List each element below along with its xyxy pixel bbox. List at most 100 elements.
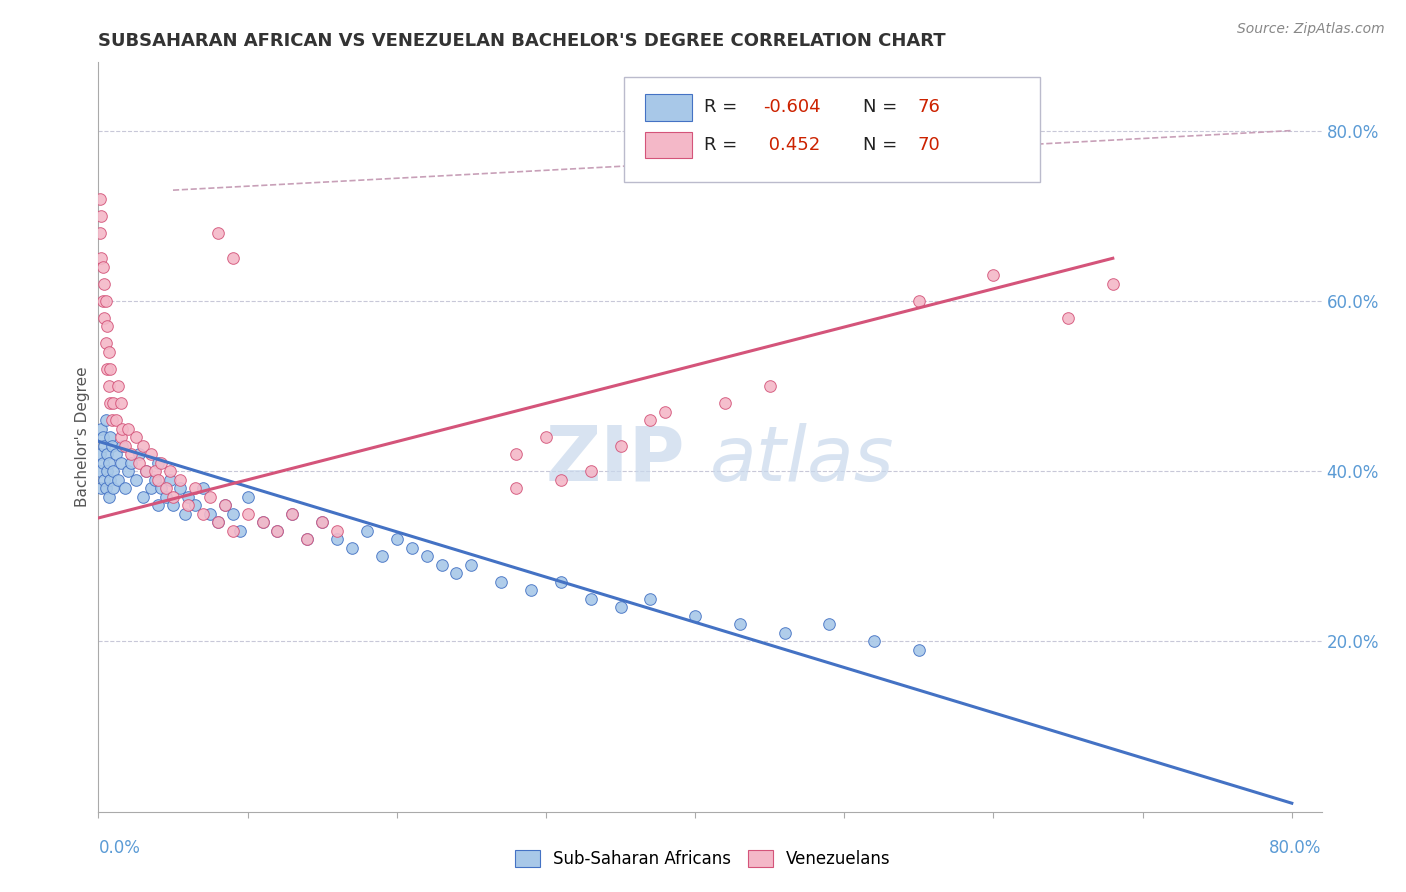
Point xyxy=(125,430,148,444)
Point xyxy=(505,447,527,461)
Point xyxy=(132,490,155,504)
Point xyxy=(326,533,349,547)
Point xyxy=(139,481,162,495)
Point xyxy=(579,464,602,478)
Point xyxy=(683,608,706,623)
Point xyxy=(93,439,115,453)
Point xyxy=(863,634,886,648)
Text: 0.452: 0.452 xyxy=(762,136,820,153)
Point xyxy=(773,626,796,640)
Point xyxy=(340,541,363,555)
Point xyxy=(214,498,236,512)
Point xyxy=(94,413,117,427)
Point xyxy=(111,439,134,453)
Point xyxy=(91,430,114,444)
Point xyxy=(184,498,207,512)
Point xyxy=(1101,277,1123,291)
Text: SUBSAHARAN AFRICAN VS VENEZUELAN BACHELOR'S DEGREE CORRELATION CHART: SUBSAHARAN AFRICAN VS VENEZUELAN BACHELO… xyxy=(98,32,946,50)
Text: N =: N = xyxy=(863,98,903,116)
Text: N =: N = xyxy=(863,136,903,153)
Point xyxy=(159,473,181,487)
Point xyxy=(120,447,142,461)
Point xyxy=(191,507,214,521)
Text: 76: 76 xyxy=(918,98,941,116)
Point xyxy=(758,379,780,393)
Point xyxy=(135,464,157,478)
Point xyxy=(89,226,111,240)
Point xyxy=(90,421,112,435)
Text: 70: 70 xyxy=(918,136,941,153)
Point xyxy=(97,456,120,470)
Point xyxy=(139,447,162,461)
Point xyxy=(93,473,115,487)
Text: R =: R = xyxy=(704,98,742,116)
Point xyxy=(94,481,117,495)
Point xyxy=(91,260,114,274)
Point xyxy=(207,515,229,529)
Point xyxy=(221,507,243,521)
Text: ZIP: ZIP xyxy=(546,423,686,497)
Point xyxy=(200,490,222,504)
Point xyxy=(214,498,236,512)
Point xyxy=(98,396,121,410)
Point xyxy=(132,439,155,453)
Point xyxy=(94,293,117,308)
Point xyxy=(728,617,751,632)
Point xyxy=(640,591,662,606)
Point xyxy=(236,507,259,521)
Point xyxy=(128,456,150,470)
Point xyxy=(107,473,129,487)
Point xyxy=(146,456,169,470)
Point xyxy=(89,464,111,478)
Point xyxy=(200,507,222,521)
Point xyxy=(281,507,304,521)
Point xyxy=(110,430,132,444)
Point xyxy=(184,481,207,495)
Point xyxy=(550,473,572,487)
Point xyxy=(326,524,349,538)
Point xyxy=(609,600,631,615)
Point xyxy=(128,447,150,461)
Text: -0.604: -0.604 xyxy=(762,98,820,116)
Point xyxy=(311,515,333,529)
FancyBboxPatch shape xyxy=(645,95,692,120)
Point xyxy=(297,533,319,547)
Point xyxy=(111,421,134,435)
Point xyxy=(177,498,200,512)
Point xyxy=(120,456,142,470)
Text: 80.0%: 80.0% xyxy=(1270,839,1322,857)
Point xyxy=(983,268,1005,283)
Point xyxy=(91,456,114,470)
Point xyxy=(89,192,111,206)
Point xyxy=(520,583,543,598)
Point xyxy=(640,413,662,427)
Point xyxy=(125,473,148,487)
Point xyxy=(143,473,166,487)
Point xyxy=(654,404,676,418)
Point xyxy=(150,481,173,495)
Point xyxy=(90,252,112,266)
Point xyxy=(96,319,118,334)
Point xyxy=(150,456,173,470)
Point xyxy=(155,481,177,495)
Point xyxy=(103,464,125,478)
FancyBboxPatch shape xyxy=(645,132,692,158)
Point xyxy=(229,524,252,538)
FancyBboxPatch shape xyxy=(624,78,1040,182)
Point xyxy=(221,524,243,538)
Point xyxy=(146,473,169,487)
Y-axis label: Bachelor's Degree: Bachelor's Degree xyxy=(75,367,90,508)
Point xyxy=(159,464,181,478)
Point xyxy=(385,533,408,547)
Text: R =: R = xyxy=(704,136,742,153)
Point xyxy=(110,456,132,470)
Point xyxy=(97,490,120,504)
Point xyxy=(818,617,841,632)
Legend: Sub-Saharan Africans, Venezuelans: Sub-Saharan Africans, Venezuelans xyxy=(509,843,897,875)
Point xyxy=(281,507,304,521)
Point xyxy=(169,473,191,487)
Point xyxy=(356,524,378,538)
Point xyxy=(252,515,274,529)
Point xyxy=(107,379,129,393)
Point xyxy=(93,277,115,291)
